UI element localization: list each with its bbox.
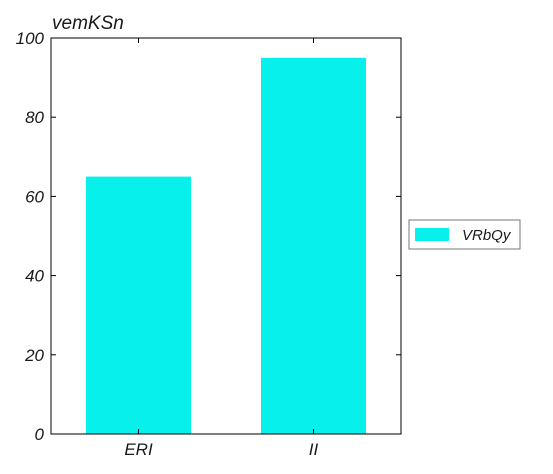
plot-frame — [50, 37, 402, 435]
y-tick-label: 100 — [16, 29, 45, 48]
x-tick-label: II — [309, 440, 319, 459]
y-tick-label: 60 — [25, 187, 44, 206]
y-tick-label: 20 — [24, 346, 44, 365]
x-axis: ERI II — [124, 38, 318, 459]
bar — [261, 57, 366, 435]
bar-series — [86, 57, 366, 435]
x-tick-label: ERI — [124, 440, 153, 459]
y-axis: 0 20 40 60 80 100 — [16, 29, 401, 444]
y-tick-label: 0 — [35, 425, 45, 444]
bar — [86, 176, 191, 434]
y-tick-label: 40 — [25, 267, 44, 286]
legend-swatch — [415, 228, 449, 241]
chart-title: vemKSn — [52, 13, 124, 34]
legend: VRbQy — [408, 219, 521, 250]
y-tick-label: 80 — [25, 108, 44, 127]
legend-label: VRbQy — [462, 227, 512, 244]
